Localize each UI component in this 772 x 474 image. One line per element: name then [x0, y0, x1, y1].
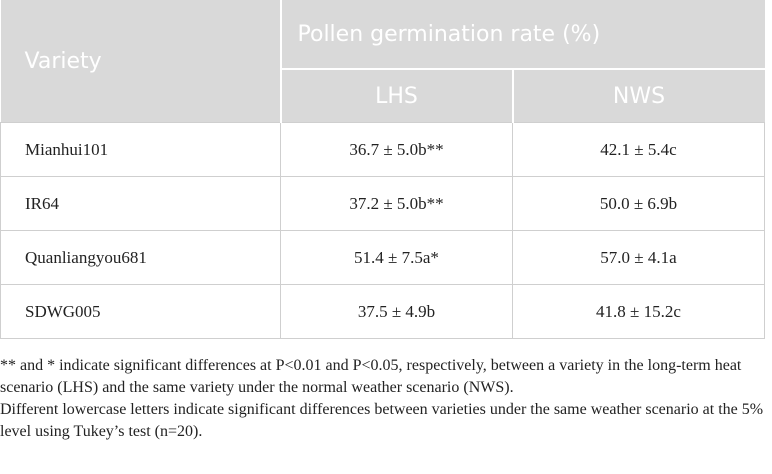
header-group: Pollen germination rate (%)	[280, 0, 765, 70]
variety-cell: Mianhui101	[0, 122, 281, 177]
notes: ** and * indicate significant difference…	[0, 355, 764, 443]
table-row: Mianhui101 36.7 ± 5.0b** 42.1 ± 5.4c	[0, 122, 765, 177]
note: ** and * indicate significant difference…	[0, 357, 742, 396]
value-cell: 50.0 ± 6.9b	[512, 176, 765, 231]
table-body: Mianhui101 36.7 ± 5.0b** 42.1 ± 5.4c IR64 37…	[0, 122, 765, 339]
value-cell: 36.7 ± 5.0b**	[280, 122, 513, 177]
value-cell: 37.5 ± 4.9b	[280, 284, 513, 339]
value-cell: 57.0 ± 4.1a	[512, 230, 765, 285]
header-variety: Variety	[0, 0, 282, 123]
table-row: Quanliangyou681 51.4 ± 7.5a* 57.0 ± 4.1a	[0, 230, 765, 285]
header-nws: NWS	[512, 69, 765, 123]
table-row: SDWG005 37.5 ± 4.9b 41.8 ± 15.2c	[0, 284, 765, 339]
value-cell: 42.1 ± 5.4c	[512, 122, 765, 177]
variety-cell: SDWG005	[0, 284, 281, 339]
note: Different lowercase letters indicate sig…	[0, 401, 764, 440]
variety-cell: IR64	[0, 176, 281, 231]
value-cell: 41.8 ± 15.2c	[512, 284, 765, 339]
table-row: IR64 37.2 ± 5.0b** 50.0 ± 6.9b	[0, 176, 765, 231]
value-cell: 37.2 ± 5.0b**	[280, 176, 513, 231]
header-lhs: LHS	[280, 69, 514, 123]
variety-cell: Quanliangyou681	[0, 230, 281, 285]
value-cell: 51.4 ± 7.5a*	[280, 230, 513, 285]
data-table: Variety Pollen germination rate (%) LHS …	[0, 0, 765, 339]
